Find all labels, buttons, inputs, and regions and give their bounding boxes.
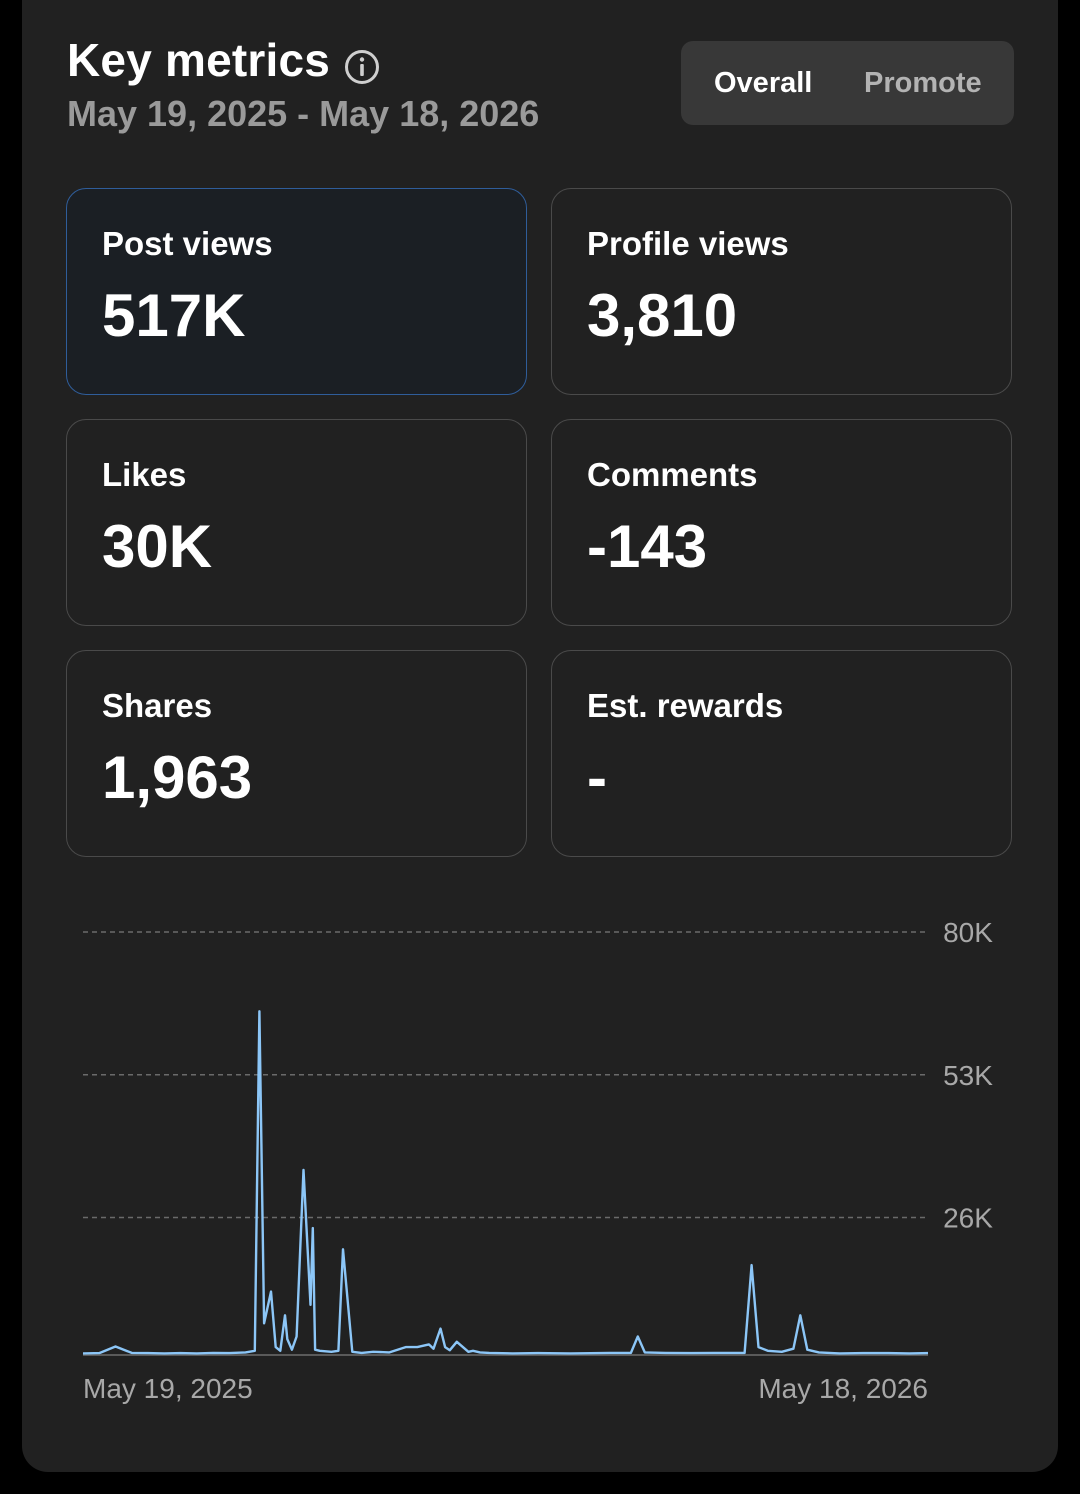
metric-label: Shares [102,687,213,724]
x-tick-label: May 18, 2026 [758,1373,928,1404]
metric-card-profile-views[interactable]: Profile views 3,810 [551,188,1012,395]
view-toggle: Overall Promote [681,41,1014,125]
y-tick-label: 80K [943,917,993,948]
metric-card-likes[interactable]: Likes 30K [66,419,527,626]
series-line [82,1010,929,1355]
metric-value: 30K [102,513,213,580]
metric-value: -143 [587,513,708,580]
post-views-chart[interactable]: 80K 53K 26K May 19, 2025 May 18, 2026 [22,880,1058,1440]
tab-overall[interactable]: Overall [714,66,813,99]
metric-card-est-rewards[interactable]: Est. rewards - [551,650,1012,857]
page-title: Key metrics [67,30,380,90]
metric-card-comments[interactable]: Comments -143 [551,419,1012,626]
metric-label: Profile views [587,225,789,262]
x-tick-label: May 19, 2025 [83,1373,253,1404]
metric-card-post-views[interactable]: Post views 517K [66,188,527,395]
y-tick-label: 53K [943,1060,993,1091]
metric-label: Comments [587,456,758,493]
title-text: Key metrics [67,34,331,86]
metric-value: 1,963 [102,744,253,811]
metric-label: Likes [102,456,187,493]
metric-value: 3,810 [587,282,738,349]
y-tick-label: 26K [943,1203,993,1234]
info-icon[interactable] [344,42,380,84]
metric-card-shares[interactable]: Shares 1,963 [66,650,527,857]
metric-value: - [587,744,607,811]
metric-value: 517K [102,282,246,349]
key-metrics-card: Key metrics May 19, 2025 - May 18, 2026 … [22,0,1058,1472]
tab-promote[interactable]: Promote [864,66,982,99]
metric-label: Est. rewards [587,687,784,724]
metric-label: Post views [102,225,273,262]
date-range: May 19, 2025 - May 18, 2026 [67,93,540,134]
